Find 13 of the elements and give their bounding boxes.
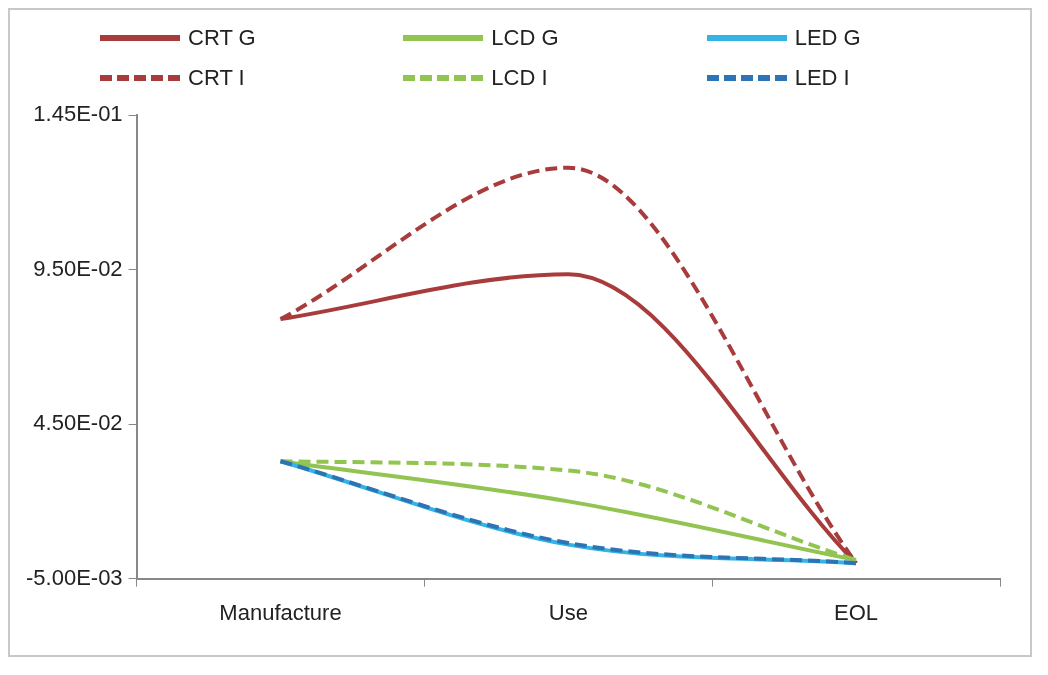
legend-label: LED I [794, 65, 850, 91]
y-tick-label: 9.50E-02 [33, 255, 123, 281]
legend-label: LCD G [491, 25, 559, 51]
x-tick-label: Manufacture [219, 599, 342, 625]
legend-label: LCD I [491, 65, 548, 91]
y-tick-label: 4.50E-02 [33, 410, 123, 436]
x-tick-label: Use [548, 599, 588, 625]
y-tick-label: 1.45E-01 [33, 101, 123, 127]
x-tick-label: EOL [834, 599, 879, 625]
legend-label: CRT G [188, 25, 256, 51]
legend-label: LED G [794, 25, 861, 51]
legend-label: CRT I [188, 65, 245, 91]
y-tick-label: -5.00E-03 [25, 564, 123, 590]
